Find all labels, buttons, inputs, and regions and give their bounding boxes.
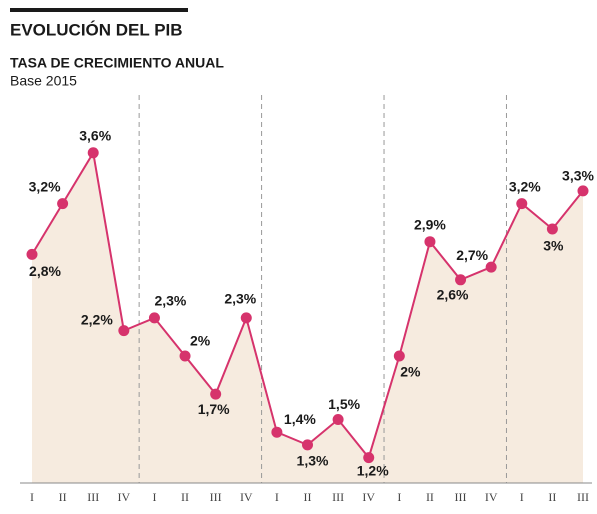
value-label: 3,3% — [562, 168, 594, 184]
value-label: 2,2% — [81, 311, 113, 327]
value-label: 3% — [543, 238, 564, 254]
x-tick-label: II — [304, 490, 312, 504]
area — [32, 152, 583, 484]
point — [148, 312, 160, 324]
value-label: 2,3% — [154, 293, 186, 309]
x-tick-label: III — [210, 490, 222, 504]
value-label: 1,5% — [328, 396, 360, 412]
value-label: 1,2% — [357, 462, 389, 478]
point — [271, 426, 283, 438]
value-label: 1,7% — [198, 401, 230, 417]
value-label: 2% — [400, 364, 421, 380]
x-tick-label: III — [455, 490, 467, 504]
x-tick-label: II — [426, 490, 434, 504]
x-tick-label: IV — [117, 490, 130, 504]
value-label: 3,6% — [79, 128, 111, 144]
point — [455, 274, 467, 286]
chart-note: Base 2015 — [10, 73, 77, 89]
point — [26, 248, 38, 260]
point — [546, 223, 558, 235]
point — [87, 147, 99, 159]
point — [424, 236, 436, 248]
value-label: 2,3% — [224, 291, 256, 307]
x-tick-label: I — [520, 490, 524, 504]
x-tick-label: IV — [362, 490, 375, 504]
point — [210, 388, 222, 400]
x-tick-label: IV — [485, 490, 498, 504]
x-tick-label: I — [397, 490, 401, 504]
point — [240, 312, 252, 324]
x-tick-label: III — [577, 490, 589, 504]
x-tick-label: II — [181, 490, 189, 504]
point — [179, 350, 191, 362]
chart-subtitle: TASA DE CRECIMIENTO ANUAL — [10, 55, 224, 71]
point — [485, 261, 497, 273]
x-tick-label: III — [87, 490, 99, 504]
value-label: 3,2% — [509, 178, 541, 194]
point — [577, 185, 589, 197]
value-label: 2,7% — [456, 247, 488, 263]
x-tick-label: III — [332, 490, 344, 504]
chart-title: EVOLUCIÓN DEL PIB — [10, 20, 183, 39]
x-tick-label: II — [59, 490, 67, 504]
x-tick-label: I — [152, 490, 156, 504]
point — [516, 198, 528, 210]
value-label: 2% — [190, 333, 211, 349]
x-tick-label: I — [275, 490, 279, 504]
x-tick-label: II — [548, 490, 556, 504]
value-label: 3,2% — [29, 178, 61, 194]
value-label: 2,8% — [29, 263, 61, 279]
value-label: 2,6% — [437, 287, 469, 303]
x-tick-label: I — [30, 490, 34, 504]
value-label: 2,9% — [414, 216, 446, 232]
point — [393, 350, 405, 362]
value-label: 1,3% — [297, 453, 329, 469]
point — [302, 439, 313, 451]
point — [118, 325, 130, 337]
title-rule — [10, 8, 188, 12]
point — [363, 452, 375, 464]
point — [57, 198, 69, 210]
x-tick-label: IV — [240, 490, 253, 504]
value-label: 1,4% — [284, 411, 316, 427]
point — [332, 414, 344, 425]
